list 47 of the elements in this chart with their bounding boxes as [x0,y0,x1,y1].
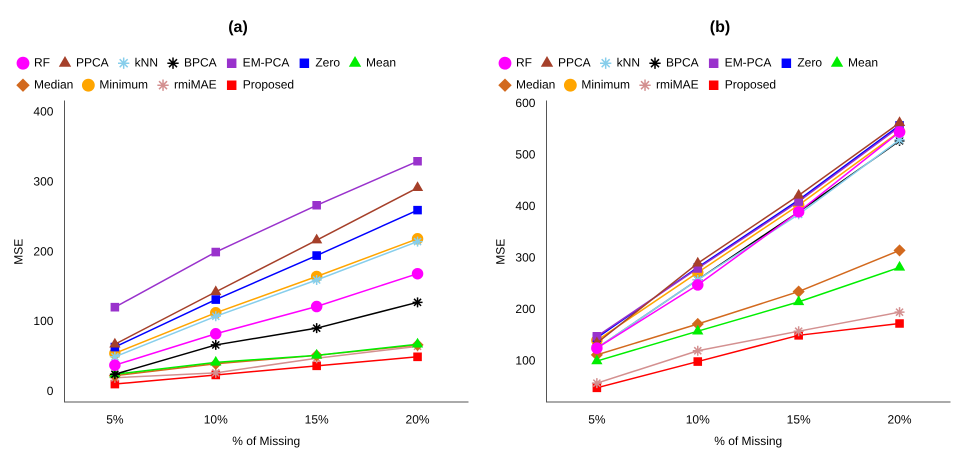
legend-label: Proposed [242,78,294,92]
legend-label: BPCA [666,56,699,70]
legend-label: Median [34,78,74,92]
legend-label: Zero [315,56,340,70]
x-tick-label: 5% [588,412,606,427]
y-tick-label: 600 [515,96,536,110]
legend-label: Proposed [724,78,776,92]
y-tick-label: 200 [515,302,536,316]
legend-label: PPCA [558,56,591,70]
x-tick-label: 10% [686,412,710,427]
y-tick-label: 100 [33,314,54,328]
y-tick-label: 400 [515,198,536,213]
legend-label: Mean [848,56,878,70]
x-tick-label: 20% [406,412,430,427]
y-tick-label: 300 [33,174,54,189]
y-tick-label: 100 [515,353,536,368]
y-tick-label: 500 [515,148,536,162]
legend-label: rmiMAE [174,78,217,92]
legend-label: RF [34,56,50,70]
y-tick-label: 400 [33,104,54,119]
legend-label: kNN [134,56,158,70]
y-axis-title: MSE [12,238,26,265]
legend-label: Minimum [581,78,630,92]
x-tick-label: 15% [786,412,811,427]
y-tick-label: 200 [33,244,54,258]
legend-label: RF [516,56,532,70]
legend-label: EM-PCA [242,56,290,70]
x-tick-label: 10% [204,412,228,427]
x-tick-label: 5% [106,412,124,427]
legend-label: kNN [616,56,640,70]
x-tick-label: 20% [888,412,912,427]
legend-label: Minimum [99,78,148,92]
x-tick-label: 15% [304,412,329,427]
legend-label: Zero [797,56,822,70]
legend-label: EM-PCA [724,56,772,70]
chart-title: (b) [710,19,730,36]
legend-label: Median [516,78,556,92]
chart-title: (a) [228,19,248,36]
legend-label: Mean [366,56,396,70]
y-axis-title: MSE [494,238,508,265]
x-axis-title: % of Missing [714,434,782,448]
y-tick-label: 300 [515,250,536,264]
legend-label: rmiMAE [656,78,699,92]
y-tick-label: 0 [46,384,54,398]
legend-label: PPCA [76,56,109,70]
legend-label: BPCA [184,56,217,70]
x-axis-title: % of Missing [232,434,300,448]
